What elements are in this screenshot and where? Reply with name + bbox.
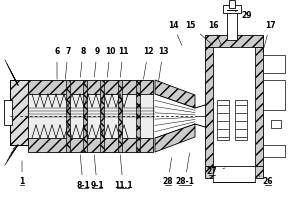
Text: 9-1: 9-1 [90, 155, 104, 190]
Text: 28-1: 28-1 [176, 153, 194, 186]
Text: 15: 15 [185, 21, 213, 45]
Bar [28, 80, 153, 94]
Text: 11: 11 [118, 47, 128, 77]
Bar [271, 120, 281, 128]
Bar [136, 80, 140, 152]
Text: 26: 26 [258, 175, 273, 186]
Polygon shape [155, 124, 195, 152]
Text: 13: 13 [158, 47, 168, 82]
Bar [235, 100, 247, 140]
Bar [263, 145, 285, 157]
Bar [100, 80, 104, 152]
Bar [83, 80, 87, 152]
Text: 28: 28 [163, 158, 173, 186]
Bar [118, 80, 122, 152]
Text: 14: 14 [168, 21, 182, 45]
Text: 1: 1 [20, 161, 25, 186]
Text: 8: 8 [80, 47, 86, 77]
Bar [213, 166, 255, 182]
Bar [217, 100, 229, 140]
Text: 6: 6 [54, 47, 60, 79]
Text: 12: 12 [143, 47, 153, 79]
Bar [4, 100, 12, 125]
Bar [28, 138, 153, 152]
Bar [205, 47, 213, 166]
Text: 8-1: 8-1 [76, 155, 90, 190]
Text: 17: 17 [263, 21, 275, 52]
Bar [10, 80, 28, 145]
Text: 16: 16 [208, 21, 221, 44]
Bar [205, 35, 263, 47]
Bar [229, 0, 235, 8]
Bar [213, 47, 255, 166]
Bar [205, 166, 263, 178]
Bar [223, 5, 241, 13]
Bar [263, 80, 285, 110]
Bar [227, 10, 237, 40]
Text: 11.1: 11.1 [114, 155, 132, 190]
Text: 7: 7 [65, 47, 71, 79]
Polygon shape [155, 80, 195, 108]
Bar [263, 55, 285, 73]
Text: 29: 29 [235, 10, 252, 20]
Bar [10, 80, 28, 145]
Bar [255, 47, 263, 166]
Bar [28, 94, 153, 138]
Text: 27: 27 [207, 168, 225, 176]
Text: 9: 9 [94, 47, 100, 77]
Bar [66, 80, 70, 152]
Text: 10: 10 [105, 47, 115, 77]
